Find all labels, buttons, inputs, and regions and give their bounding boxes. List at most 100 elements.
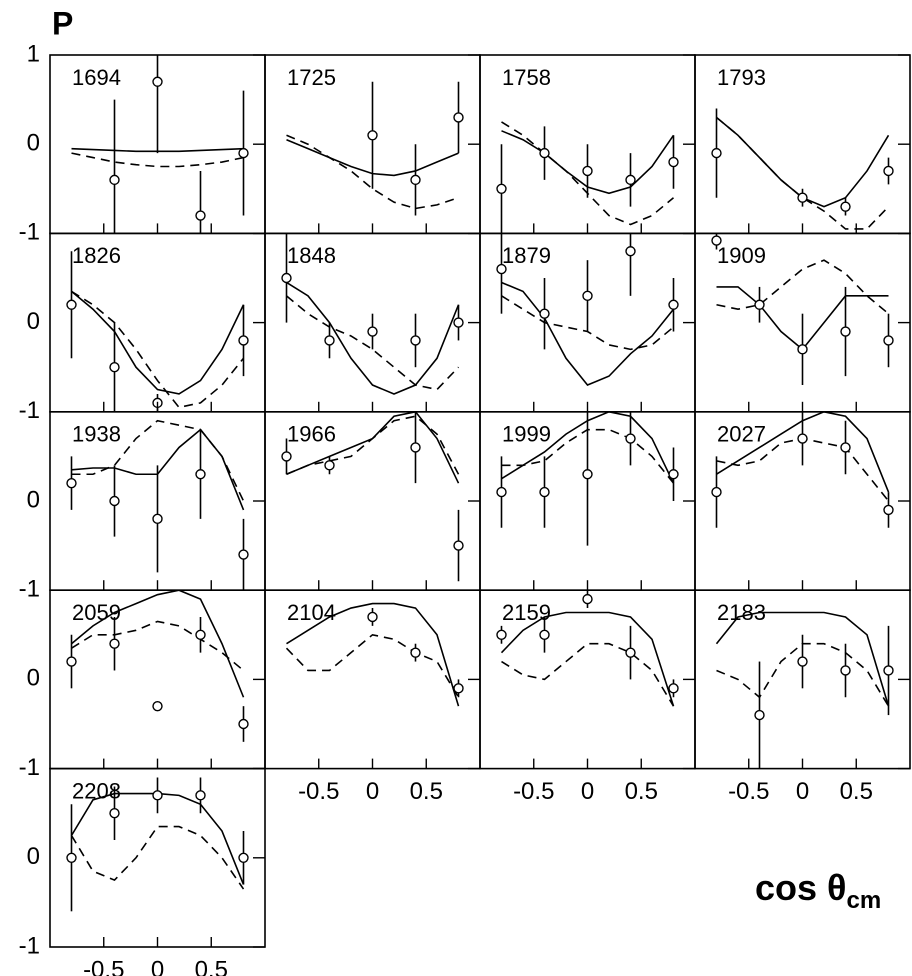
data-point [625, 647, 636, 658]
solid-curve [70, 290, 245, 395]
data-point [66, 299, 77, 310]
panel [66, 419, 249, 591]
data-point [582, 593, 593, 605]
data-point [367, 130, 378, 141]
data-point [195, 790, 206, 801]
data-point [195, 210, 206, 221]
panel [285, 602, 464, 707]
data-point [496, 629, 507, 640]
data-point [410, 442, 421, 453]
panel-title: 1879 [502, 243, 551, 268]
data-point [195, 629, 206, 640]
data-point [668, 683, 679, 694]
data-point [582, 290, 593, 302]
dashed-curve [286, 134, 459, 210]
y-tick-label: 0 [27, 665, 40, 692]
dashed-curve [286, 415, 460, 475]
data-point [152, 76, 163, 87]
data-point [109, 174, 120, 186]
x-tick-label: 0.5 [410, 778, 443, 805]
data-point [668, 299, 679, 310]
panel [66, 251, 249, 412]
data-point [840, 442, 851, 453]
solid-curve [70, 590, 245, 698]
panel-title: 1909 [717, 243, 766, 268]
data-point [840, 201, 851, 212]
panel-title: 2059 [72, 600, 121, 625]
data-point [582, 165, 593, 177]
panel-title: 1966 [287, 422, 336, 447]
panel-title: 1999 [502, 422, 551, 447]
x-tick-label: -0.5 [83, 956, 124, 976]
data-point [711, 147, 722, 159]
panel [71, 55, 249, 234]
panel-title: 2183 [717, 600, 766, 625]
data-point [109, 638, 120, 649]
data-point [410, 174, 421, 186]
y-tick-label: 0 [27, 130, 40, 157]
panel [286, 81, 464, 216]
data-point [797, 344, 808, 355]
y-axis-label: P [52, 5, 73, 41]
x-tick-label: -0.5 [298, 778, 339, 805]
y-tick-label: 0 [27, 308, 40, 335]
data-point [238, 335, 249, 346]
data-point [238, 718, 249, 730]
data-point [109, 495, 120, 507]
data-point [109, 362, 120, 373]
panel-title: 2159 [502, 600, 551, 625]
data-point [883, 504, 894, 516]
panel [66, 590, 249, 742]
data-point [238, 852, 249, 863]
data-point [797, 656, 808, 667]
data-point [238, 147, 249, 159]
data-point [238, 549, 249, 560]
data-point [625, 433, 636, 444]
panel-title: 1938 [72, 422, 121, 447]
panel [496, 121, 679, 234]
data-point [840, 326, 851, 337]
x-tick-label: 0.5 [195, 956, 228, 976]
panel [496, 233, 679, 387]
y-tick-label: 0 [27, 843, 40, 870]
x-tick-label: 0 [796, 778, 809, 805]
x-tick-label: 0 [151, 956, 164, 976]
data-point [109, 808, 120, 819]
solid-curve [501, 281, 675, 387]
data-point [539, 629, 550, 640]
panel-title: 2027 [717, 422, 766, 447]
dashed-curve [715, 116, 890, 230]
dashed-curve [71, 620, 245, 672]
data-point [152, 700, 163, 712]
panel-title: 1758 [502, 65, 551, 90]
solid-curve [286, 281, 460, 395]
data-point [754, 709, 765, 721]
x-tick-label: 0.5 [840, 778, 873, 805]
dashed-curve [70, 825, 245, 890]
data-point [367, 326, 378, 337]
data-point [66, 852, 77, 863]
data-point [883, 665, 894, 676]
data-point [410, 335, 421, 346]
dashed-curve [501, 642, 675, 707]
solid-curve [500, 611, 675, 707]
data-point [668, 156, 679, 168]
dashed-curve [71, 290, 245, 409]
panel-title: 2208 [72, 778, 121, 803]
data-point [496, 183, 507, 195]
panel [711, 108, 894, 230]
data-point [668, 469, 679, 480]
data-point [883, 335, 894, 346]
data-point [66, 656, 77, 667]
y-tick-label: 1 [27, 40, 40, 67]
x-axis-label-sub: cm [847, 887, 882, 914]
x-axis-label-main: cos θ [755, 867, 847, 908]
data-point [840, 665, 851, 676]
data-point [195, 469, 206, 480]
y-tick-label: -1 [19, 397, 40, 424]
solid-curve [715, 611, 890, 707]
panel [496, 411, 679, 546]
data-point [152, 513, 163, 525]
data-point [711, 235, 722, 246]
